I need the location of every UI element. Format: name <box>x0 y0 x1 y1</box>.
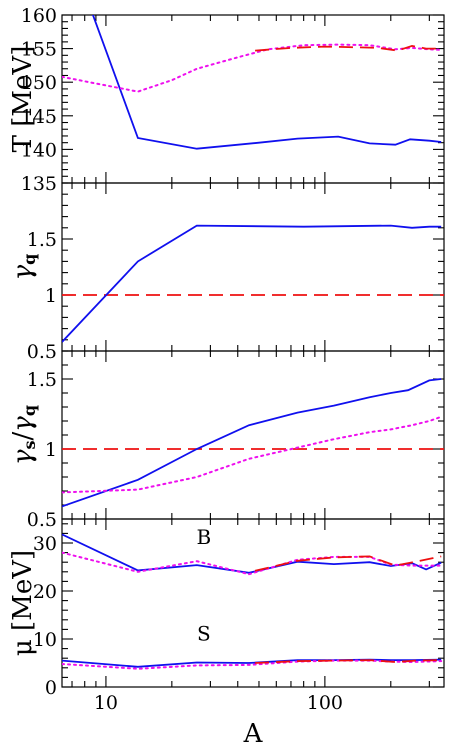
series-line-gamma_s_over_gamma_q-solid-0 <box>62 378 442 508</box>
y-axis-label: γs/γq <box>8 405 39 465</box>
y-axis-label: μ [MeV] <box>8 550 38 656</box>
series-line-mu-solid-0 <box>62 533 442 574</box>
y-tick-label: 140 <box>21 139 57 161</box>
x-tick-label: 10 <box>94 692 118 714</box>
series-line-gamma_s_over_gamma_q-dotted-1 <box>62 415 443 494</box>
x-axis-label: A <box>243 719 264 749</box>
series-line-mu-solid-3 <box>62 658 442 668</box>
y-tick-label: 20 <box>33 581 57 603</box>
y-tick-label: 30 <box>33 533 57 555</box>
series-line-T-dashed-2 <box>255 44 442 52</box>
y-tick-label: 155 <box>21 39 57 61</box>
x-tick-label: 100 <box>307 692 343 714</box>
y-tick-label: 135 <box>21 173 57 195</box>
y-tick-label: 160 <box>21 5 57 27</box>
y-tick-label: 1.5 <box>27 229 57 251</box>
y-axis-label: T [MeV] <box>8 46 38 153</box>
panel-frame-gamma_q <box>61 182 445 352</box>
annotation-label: S <box>197 621 211 645</box>
series-line-mu-dotted-4 <box>62 659 443 670</box>
series-line-mu-dotted-1 <box>62 551 443 576</box>
series-line-T-solid-0 <box>91 15 442 150</box>
panel-frame-gamma_s_over_gamma_q <box>61 350 445 520</box>
y-tick-label: 150 <box>21 72 57 94</box>
panel-frame-mu <box>61 518 445 688</box>
series-line-mu-dashed-5 <box>255 659 442 664</box>
y-tick-label: 0.5 <box>27 509 57 531</box>
y-tick-label: 1.5 <box>27 369 57 391</box>
panel-frame-T <box>61 14 445 184</box>
y-tick-label: 10 <box>33 629 57 651</box>
y-axis-label: γq <box>8 254 39 281</box>
y-tick-label: 1 <box>45 439 57 461</box>
y-tick-label: 1 <box>45 285 57 307</box>
y-tick-label: 0 <box>45 677 57 699</box>
y-tick-label: 145 <box>21 106 57 128</box>
series-line-gamma_q-solid-0 <box>62 224 442 343</box>
annotation-label: B <box>196 525 211 549</box>
series-line-mu-dashed-2 <box>254 555 442 572</box>
y-tick-label: 0.5 <box>27 341 57 363</box>
series-line-T-dotted-1 <box>62 43 443 93</box>
